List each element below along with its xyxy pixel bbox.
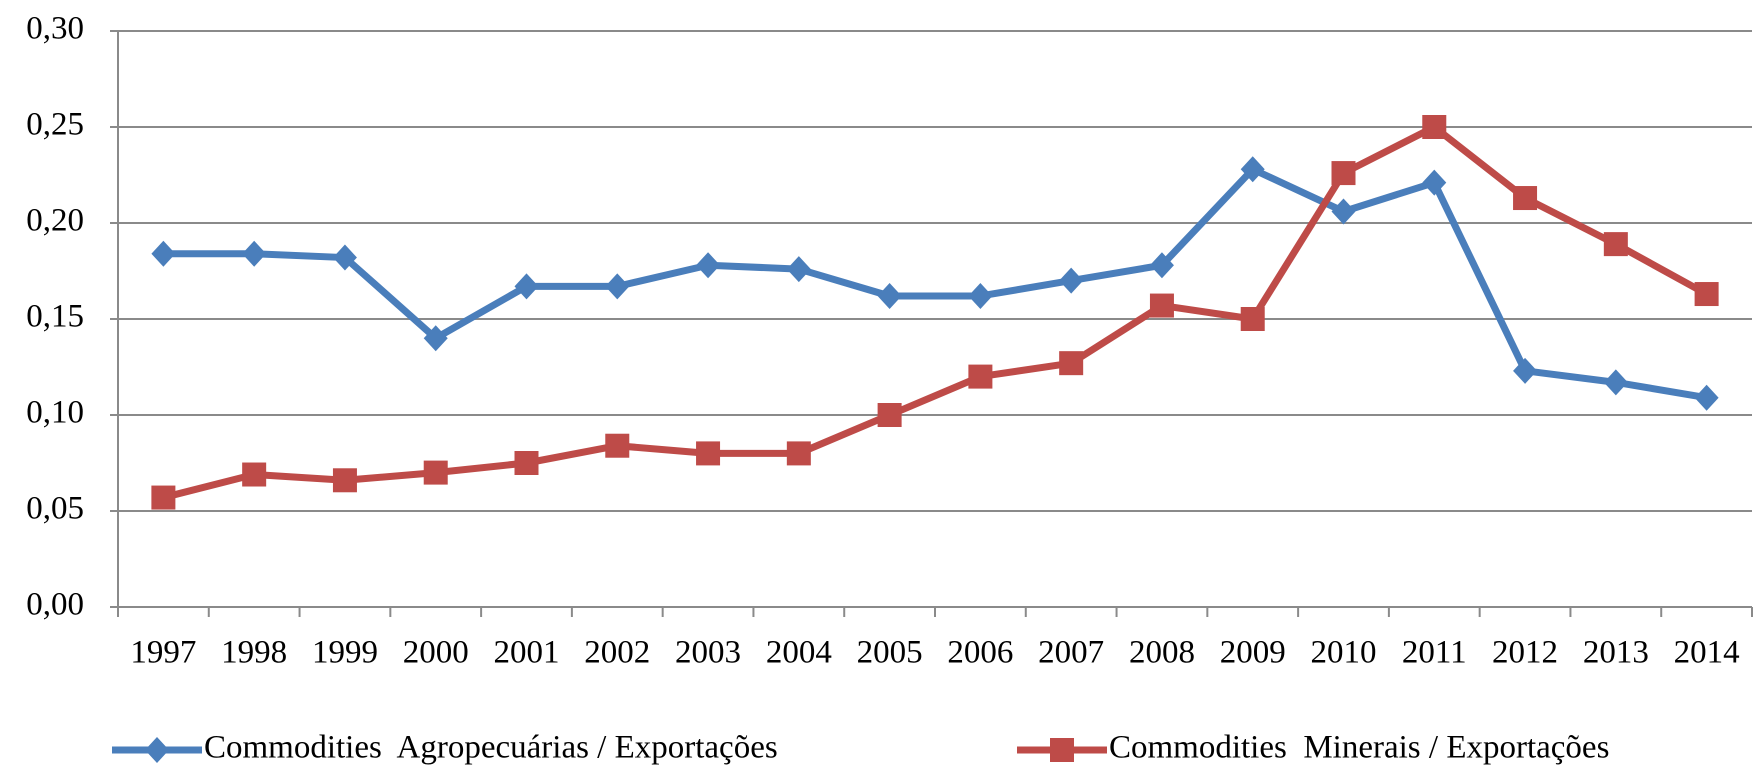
- y-tick-label: 0,10: [26, 395, 84, 431]
- point: [1149, 252, 1174, 279]
- point: [1513, 357, 1538, 384]
- x-tick-label: 2004: [766, 635, 832, 671]
- point: [1603, 232, 1628, 257]
- series-line: [163, 165, 1708, 402]
- point: [696, 441, 721, 466]
- point: [968, 364, 993, 389]
- x-tick-label: 2012: [1492, 635, 1558, 671]
- point: [423, 460, 448, 485]
- point: [605, 433, 630, 458]
- point: [1331, 198, 1356, 225]
- point: [1059, 267, 1084, 294]
- x-tick-label: 2001: [494, 635, 560, 671]
- point: [1694, 282, 1719, 307]
- point: [877, 403, 902, 427]
- point: [968, 282, 993, 309]
- y-tick-label: 0,00: [26, 587, 84, 623]
- point: [786, 256, 811, 283]
- point: [1694, 384, 1719, 411]
- y-tick-label: 0,30: [26, 11, 84, 47]
- x-tick-label: 2000: [403, 635, 469, 671]
- point: [1331, 161, 1356, 186]
- legend-label: Commodities Agropecuárias / Exportações: [204, 730, 778, 766]
- x-tick-label: 2011: [1402, 635, 1467, 671]
- point: [605, 273, 630, 300]
- x-tick-label: 2007: [1038, 635, 1104, 671]
- point: [1149, 293, 1174, 318]
- point: [514, 273, 539, 300]
- legend-label: Commodities Minerais / Exportações: [1109, 730, 1609, 766]
- point: [1059, 351, 1084, 376]
- x-tick-label: 2014: [1674, 635, 1740, 671]
- point: [332, 468, 357, 493]
- point: [1603, 369, 1628, 396]
- y-tick-label: 0,25: [26, 107, 84, 143]
- x-tick-label: 2010: [1311, 635, 1377, 671]
- point: [877, 282, 902, 309]
- point: [1240, 156, 1265, 183]
- legend-marker: [1050, 738, 1074, 762]
- x-tick-label: 2009: [1220, 635, 1286, 671]
- point: [242, 462, 267, 487]
- x-tick-label: 2003: [675, 635, 741, 671]
- point: [151, 240, 176, 267]
- x-tick-label: 2013: [1583, 635, 1649, 671]
- point: [1422, 169, 1447, 196]
- y-tick-label: 0,05: [26, 491, 84, 527]
- point: [1422, 115, 1447, 139]
- series-line: [162, 123, 1709, 501]
- y-tick-label: 0,15: [26, 299, 84, 335]
- point: [786, 441, 811, 466]
- x-tick-label: 1998: [221, 635, 287, 671]
- legend-marker: [145, 737, 169, 763]
- point: [151, 485, 176, 510]
- point: [1513, 186, 1538, 211]
- x-tick-label: 2002: [584, 635, 650, 671]
- point: [423, 325, 448, 352]
- point: [242, 240, 267, 267]
- point: [696, 252, 721, 279]
- y-tick-label: 0,20: [26, 203, 84, 239]
- point: [514, 451, 539, 475]
- point: [332, 244, 357, 271]
- x-tick-label: 2008: [1129, 635, 1195, 671]
- x-tick-label: 1999: [312, 635, 378, 671]
- point: [1240, 307, 1265, 331]
- x-tick-label: 2005: [857, 635, 923, 671]
- x-tick-label: 2006: [947, 635, 1013, 671]
- x-tick-label: 1997: [130, 635, 196, 671]
